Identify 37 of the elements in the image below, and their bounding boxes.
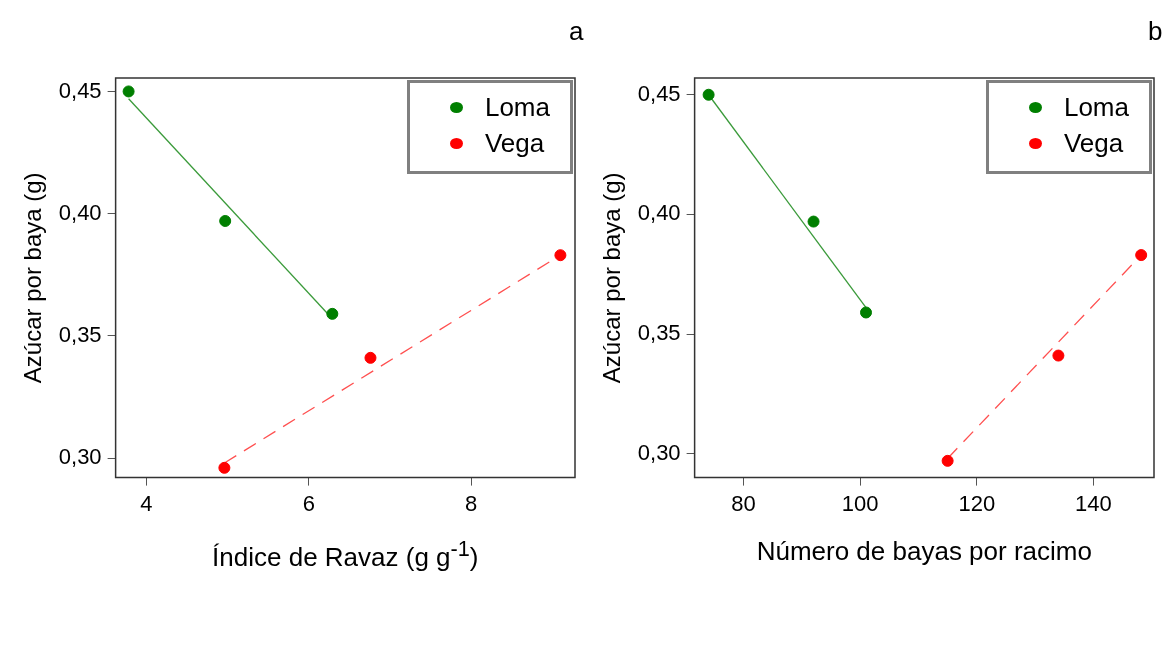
x-tick-label: 100 (841, 490, 879, 516)
x-tick-label: 4 (140, 490, 153, 516)
x-tick-label: 120 (958, 490, 996, 516)
y-tick-label: 0,45 (58, 77, 102, 103)
point (1052, 349, 1065, 362)
point (218, 461, 231, 474)
point (554, 249, 567, 262)
legend-label: Vega (1063, 127, 1124, 160)
y-tick-label: 0,40 (637, 200, 681, 226)
text: a (569, 16, 584, 47)
point (122, 85, 135, 98)
y-axis-title: Azúcar por baya (g) (19, 172, 47, 384)
y-axis-title: Azúcar por baya (g) (598, 172, 626, 384)
y-tick-label: 0,35 (58, 321, 102, 347)
legend-label: Vega (484, 127, 545, 160)
legend-label: Loma (1063, 91, 1129, 124)
point (364, 351, 377, 364)
point (702, 88, 715, 101)
point (219, 214, 232, 227)
x-tick-label: 8 (464, 490, 478, 516)
point (807, 215, 820, 228)
y-tick-label: 0,45 (637, 80, 681, 106)
point (326, 307, 339, 320)
x-tick-label: 140 (1075, 490, 1112, 516)
legend-label: Loma (484, 91, 550, 124)
y-tick-label: 0,40 (58, 199, 102, 225)
point (1135, 249, 1148, 262)
x-axis-title: Número de bayas por racimo (755, 536, 1093, 567)
y-tick-label: 0,35 (637, 320, 681, 346)
y-tick-label: 0,30 (637, 439, 681, 465)
x-tick-label: 6 (302, 490, 315, 516)
x-tick-label: 80 (731, 490, 756, 516)
point (941, 454, 954, 467)
text: b (1148, 16, 1163, 47)
y-tick-label: 0,30 (58, 444, 102, 470)
point (860, 306, 873, 319)
x-axis-title: Índice de Ravaz (g g$^{-1}$) (211, 536, 480, 573)
